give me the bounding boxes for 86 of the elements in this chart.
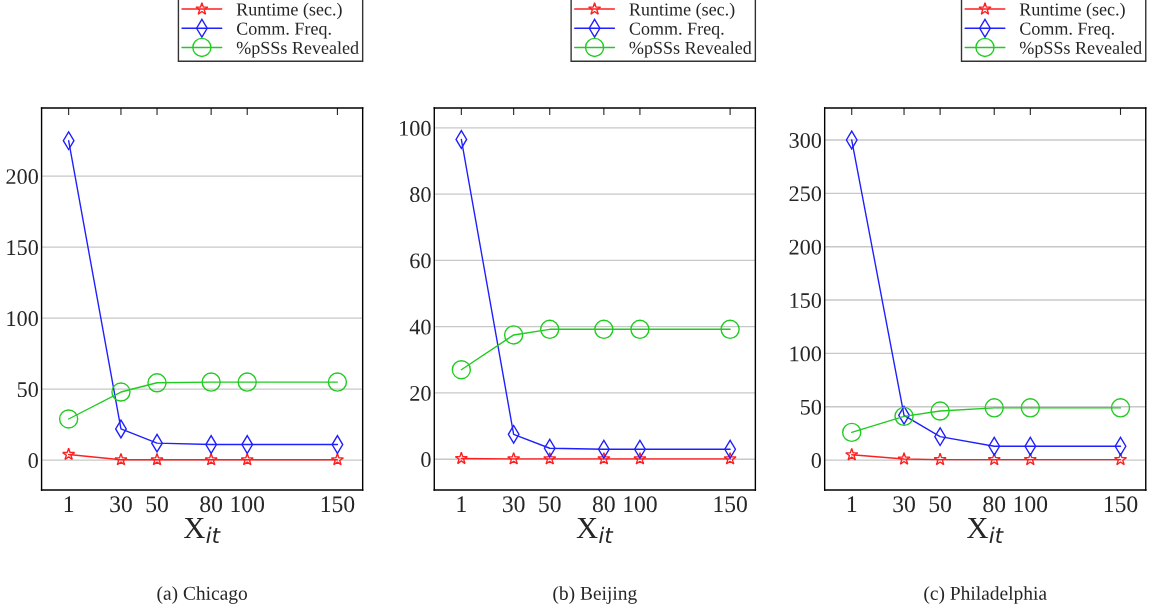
point — [58, 409, 79, 429]
x-tick-label: 1 — [847, 496, 857, 512]
x-tick-label: 1 — [64, 496, 74, 512]
y-tick-label: 0 — [811, 453, 822, 469]
y-tick-label: 150 — [790, 293, 822, 308]
y-tick-label: 50 — [800, 399, 822, 415]
y-tick-label: 150 — [7, 240, 38, 256]
x-tick-label: 50 — [146, 496, 168, 513]
point — [451, 360, 472, 380]
y-tick-label: 250 — [789, 186, 822, 202]
point — [330, 452, 345, 466]
y-tick-label: 100 — [7, 311, 38, 327]
point — [720, 319, 740, 340]
point — [147, 373, 167, 393]
x-tick-label: 30 — [110, 496, 132, 513]
point — [204, 452, 218, 466]
point — [240, 452, 254, 466]
point — [1023, 452, 1037, 466]
x-tick-label: 150 — [1104, 496, 1138, 513]
y-tick-label: 200 — [6, 169, 38, 185]
y-tick-label: 200 — [789, 239, 822, 255]
legend-label: Runtime (sec.) — [1019, 2, 1125, 20]
legend-label: Comm. Freq. — [629, 22, 724, 39]
y-tick-label: 0 — [421, 452, 431, 468]
x-tick-label: 100 — [231, 496, 265, 513]
x-tick-label: 150 — [321, 496, 355, 513]
point — [237, 372, 257, 392]
y-tick-label: 100 — [400, 120, 431, 136]
point — [201, 372, 221, 392]
point — [845, 447, 859, 461]
point — [987, 452, 1001, 466]
x-axis-title: X$_{it}$ — [576, 518, 614, 544]
point — [61, 447, 76, 461]
point — [540, 319, 560, 340]
text: (c) Philadelphia — [924, 586, 1047, 604]
point — [114, 452, 128, 466]
y-tick-label: 0 — [28, 453, 38, 469]
y-tick-label: 300 — [789, 132, 822, 148]
legend-label: %pSSs Revealed — [629, 41, 752, 58]
point — [933, 452, 947, 466]
y-tick-label: 100 — [790, 346, 822, 362]
x-tick-label: 30 — [893, 496, 915, 513]
legend-label: Runtime (sec.) — [629, 2, 735, 20]
point — [543, 451, 557, 465]
x-tick-label: 80 — [200, 496, 223, 513]
point — [597, 451, 611, 465]
point — [1113, 452, 1128, 466]
x-axis-title: X$_{it}$ — [184, 518, 221, 544]
y-tick-label: 40 — [409, 319, 431, 335]
x-tick-label: 80 — [592, 496, 615, 513]
x-tick-label: 100 — [1014, 496, 1048, 513]
point — [930, 401, 950, 421]
legend-label: %pSSs Revealed — [1019, 41, 1142, 58]
x-tick-label: 100 — [624, 496, 657, 513]
point — [984, 398, 1004, 418]
point — [1020, 398, 1041, 418]
point — [327, 372, 348, 392]
text: (a) Chicago — [157, 586, 247, 604]
text: (b) Beijing — [553, 586, 637, 604]
legend-label: Comm. Freq. — [236, 22, 331, 39]
point — [630, 319, 650, 340]
y-tick-label: 60 — [410, 253, 431, 269]
point — [633, 451, 647, 465]
legend-label: Runtime (sec.) — [236, 2, 342, 20]
point — [150, 452, 164, 466]
legend-label: %pSSs Revealed — [236, 41, 359, 58]
point — [842, 422, 862, 443]
legend-label: Comm. Freq. — [1020, 22, 1114, 39]
y-tick-label: 50 — [17, 382, 38, 398]
point — [594, 319, 614, 340]
point — [454, 451, 468, 465]
y-tick-label: 20 — [410, 385, 431, 401]
point — [1110, 398, 1131, 418]
x-tick-label: 50 — [539, 496, 561, 513]
point — [507, 451, 521, 465]
point — [111, 382, 131, 402]
x-tick-label: 50 — [929, 496, 952, 513]
point — [503, 325, 524, 345]
point — [723, 451, 737, 465]
point — [897, 452, 911, 465]
x-tick-label: 1 — [457, 496, 466, 512]
x-tick-label: 30 — [502, 496, 525, 513]
x-tick-label: 80 — [983, 496, 1006, 513]
x-tick-label: 150 — [714, 496, 747, 513]
x-axis-title: X$_{it}$ — [967, 518, 1004, 544]
y-tick-label: 80 — [410, 187, 431, 203]
